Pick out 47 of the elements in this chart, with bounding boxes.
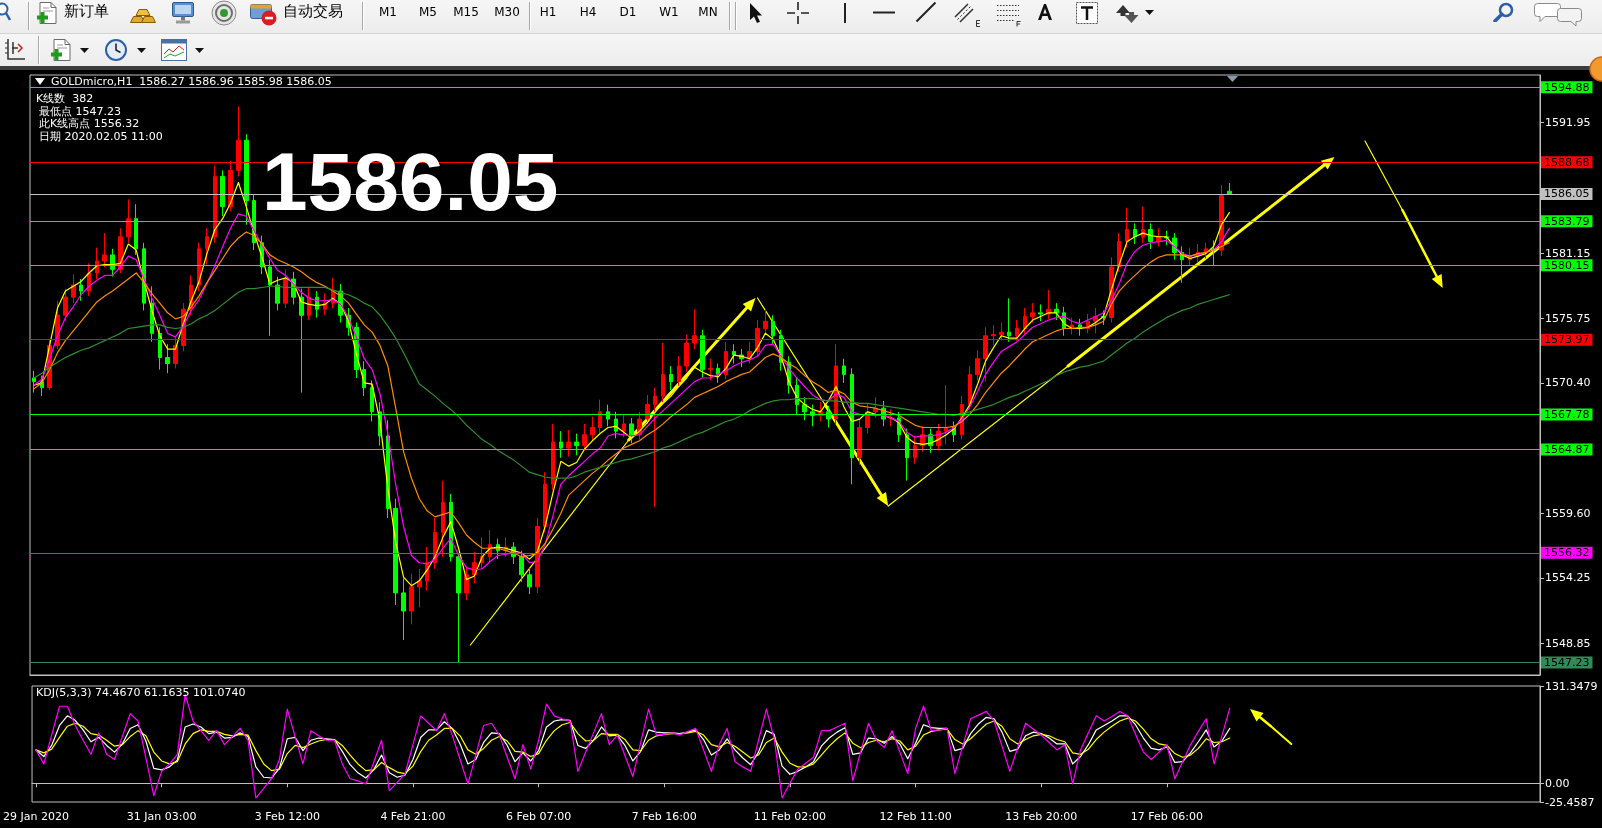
y-tick-label: 0.00 xyxy=(1545,776,1570,790)
x-tick-label: 6 Feb 07:00 xyxy=(506,809,572,823)
y-tick-label: 1559.60 xyxy=(1545,506,1591,520)
x-tick-label: 17 Feb 06:00 xyxy=(1130,809,1204,823)
text: MN xyxy=(698,5,718,19)
y-tick-label: 1548.85 xyxy=(1545,636,1591,650)
text: H1 xyxy=(539,5,557,19)
ref-line-label: 1567.78 xyxy=(1544,407,1590,421)
text: M15 xyxy=(453,5,479,19)
ref-line-label: 1580.15 xyxy=(1544,258,1590,272)
y-tick-label: -25.4587 xyxy=(1545,795,1595,809)
y-tick-label: 131.3479 xyxy=(1545,679,1598,693)
ref-line-label: 1556.32 xyxy=(1544,546,1590,560)
annotation: 最低点 1547.23 xyxy=(39,104,121,118)
y-tick-label: 1581.15 xyxy=(1545,246,1591,260)
ref-line-label: 1547.23 xyxy=(1544,656,1590,670)
chart-title: KDJ(5,3,3) 74.4670 61.1635 101.0740 xyxy=(36,686,246,699)
chart-title: GOLDmicro,H1 1586.27 1586.96 1585.98 1586.05 xyxy=(51,74,332,88)
ref-line-label: 1573.97 xyxy=(1544,333,1590,347)
y-tick-label: 1554.25 xyxy=(1545,571,1591,585)
text: 新订单 xyxy=(64,2,109,20)
x-tick-label: 29 Jan 2020 xyxy=(2,809,69,823)
y-tick-label: 1591.95 xyxy=(1545,116,1591,130)
ref-line-label: 1586.05 xyxy=(1544,187,1590,201)
ref-line-label: 1583.79 xyxy=(1544,214,1590,228)
text: D1 xyxy=(619,5,637,19)
text: M5 xyxy=(419,5,437,19)
text: M30 xyxy=(494,5,520,19)
text: M1 xyxy=(379,5,397,19)
text: H4 xyxy=(579,5,597,19)
x-tick-label: 13 Feb 20:00 xyxy=(1005,809,1078,823)
x-tick-label: 4 Feb 21:00 xyxy=(380,809,446,823)
ref-line-label: 1594.88 xyxy=(1544,80,1590,94)
x-tick-label: 3 Feb 12:00 xyxy=(254,809,320,823)
ref-line-label: 1564.87 xyxy=(1544,443,1590,457)
text: W1 xyxy=(659,5,679,19)
x-tick-label: 12 Feb 11:00 xyxy=(879,809,952,823)
annotation: K线数 382 xyxy=(36,92,94,105)
x-tick-label: 7 Feb 16:00 xyxy=(631,809,697,823)
x-tick-label: 11 Feb 02:00 xyxy=(753,809,827,823)
ref-line-label: 1588.68 xyxy=(1544,155,1590,169)
x-tick-label: 31 Jan 03:00 xyxy=(126,809,197,823)
y-tick-label: 1570.40 xyxy=(1545,376,1591,390)
text: 自动交易 xyxy=(283,2,343,20)
annotation: 此K线高点 1556.32 xyxy=(39,117,140,130)
annotation: 日期 2020.02.05 11:00 xyxy=(39,129,163,143)
y-tick-label: 1575.75 xyxy=(1545,311,1591,325)
